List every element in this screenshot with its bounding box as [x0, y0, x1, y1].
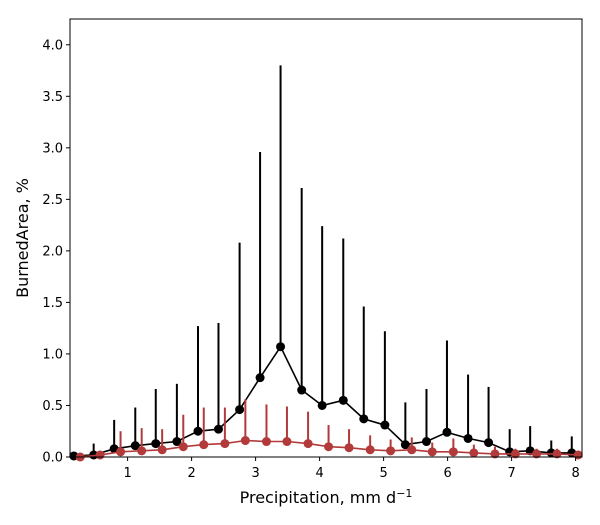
x-tick-label: 6 — [443, 466, 451, 481]
y-tick-label: 3.5 — [42, 90, 63, 105]
y-axis-label: BurnedArea, % — [13, 178, 32, 298]
x-tick-label: 3 — [251, 466, 259, 481]
y-tick-label: 1.0 — [42, 347, 63, 362]
x-tick-label: 2 — [187, 466, 195, 481]
data-point — [172, 437, 182, 447]
x-tick-label: 5 — [379, 466, 387, 481]
data-point — [338, 395, 348, 405]
y-axis: 0.0 0.5 1.0 1.5 2.0 2.5 3.0 3.5 4.0 — [42, 38, 70, 466]
x-axis-label: Precipitation, mm d−1 — [240, 487, 413, 508]
data-point — [317, 400, 327, 410]
y-tick-label: 0.5 — [42, 399, 63, 414]
data-point — [276, 342, 286, 352]
y-tick-label: 1.5 — [42, 296, 63, 311]
data-point — [157, 445, 167, 455]
data-point — [178, 442, 188, 452]
data-point — [427, 447, 437, 457]
data-point — [130, 441, 140, 451]
data-point — [386, 446, 396, 456]
data-point — [116, 447, 126, 457]
data-point — [297, 385, 307, 395]
data-point — [510, 449, 520, 459]
data-point — [282, 437, 292, 447]
y-tick-label: 3.0 — [42, 141, 63, 156]
plot-area — [69, 65, 583, 462]
data-point — [442, 427, 452, 437]
plot-frame — [69, 18, 583, 458]
data-point — [407, 445, 417, 455]
y-tick-label: 2.5 — [42, 193, 63, 208]
y-tick-label: 0.0 — [42, 451, 63, 466]
data-point — [324, 442, 334, 452]
x-axis: 1 2 3 4 5 6 7 8 — [123, 457, 580, 481]
x-tick-label: 4 — [315, 466, 323, 481]
data-point — [380, 420, 390, 430]
y-tick-label: 2.0 — [42, 244, 63, 259]
data-point — [261, 437, 271, 447]
data-point — [151, 439, 161, 449]
data-point — [95, 450, 105, 460]
data-point — [463, 433, 473, 443]
data-point — [235, 405, 245, 415]
data-point — [137, 446, 147, 456]
data-point — [532, 449, 542, 459]
series-1 — [69, 65, 577, 461]
data-point — [448, 447, 458, 457]
series-2 — [75, 399, 583, 462]
x-tick-label: 8 — [571, 466, 579, 481]
data-point — [490, 449, 500, 459]
x-tick-label: 1 — [123, 466, 131, 481]
x-tick-label: 7 — [507, 466, 515, 481]
data-point — [484, 438, 494, 448]
data-point — [400, 440, 410, 450]
data-point — [303, 439, 313, 449]
data-point — [573, 450, 583, 460]
data-point — [213, 424, 223, 434]
data-point — [469, 448, 479, 458]
data-point — [199, 440, 209, 450]
data-point — [344, 443, 354, 453]
data-point — [421, 437, 431, 447]
data-point — [240, 436, 250, 446]
data-point — [552, 449, 562, 459]
data-point — [193, 426, 203, 436]
data-point — [365, 445, 375, 455]
data-point — [255, 373, 265, 383]
data-point — [220, 439, 230, 449]
data-point — [359, 414, 369, 424]
y-tick-label: 4.0 — [42, 38, 63, 53]
